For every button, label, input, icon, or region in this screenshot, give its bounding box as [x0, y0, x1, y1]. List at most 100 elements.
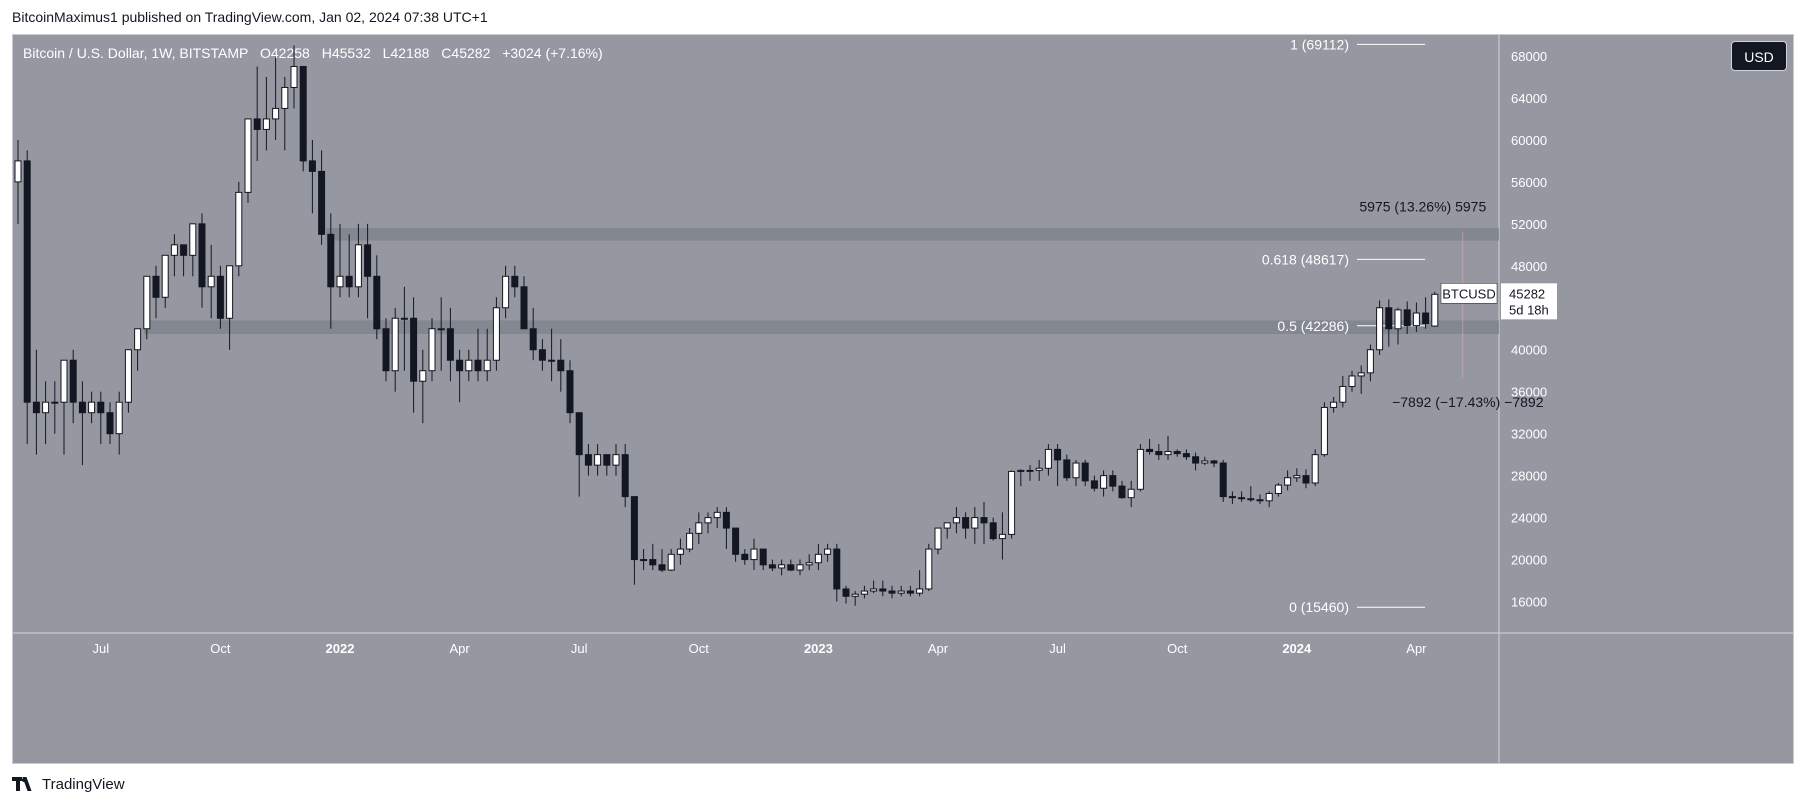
- y-tick-label-4: 32000: [1511, 427, 1547, 442]
- candle-40: [382, 318, 390, 382]
- candle-26: [253, 66, 261, 161]
- candle-body: [824, 548, 832, 555]
- fib-label-3: 0 (15460): [1289, 599, 1349, 615]
- candle-body: [51, 401, 59, 404]
- candle-90: [842, 585, 850, 604]
- candle-body: [630, 496, 638, 561]
- candle-body: [419, 370, 427, 382]
- candle-123: [1146, 438, 1154, 455]
- candle-137: [1274, 482, 1282, 497]
- candle-body: [272, 107, 280, 120]
- candle-143: [1330, 396, 1338, 413]
- candle-18: [180, 244, 188, 277]
- candle-154: [1431, 291, 1439, 327]
- candle-30: [290, 45, 298, 109]
- y-tick-label-11: 60000: [1511, 133, 1547, 148]
- candle-38: [364, 223, 372, 319]
- candlestick-chart[interactable]: 1 (69112) 0.618 (48617) 0.5 (42286) 0 (1546…: [13, 35, 1793, 763]
- candle-body: [143, 275, 151, 330]
- price-tag-box: [1501, 283, 1557, 320]
- candle-57: [538, 339, 546, 371]
- candle-body: [1118, 485, 1126, 499]
- candle-body: [750, 548, 758, 561]
- candle-8: [88, 391, 96, 424]
- candle-69: [649, 543, 657, 571]
- candle-66: [621, 444, 629, 508]
- candle-body: [1403, 309, 1411, 327]
- candle-81: [759, 548, 767, 571]
- candle-body: [943, 522, 951, 529]
- candle-body: [962, 517, 970, 529]
- candle-body: [833, 548, 841, 590]
- candle-3: [42, 381, 50, 445]
- candle-102: [952, 507, 960, 534]
- candle-114: [1063, 454, 1071, 481]
- candle-113: [1054, 444, 1062, 487]
- candle-53: [502, 265, 510, 319]
- candle-body: [1210, 460, 1218, 464]
- candle-body: [216, 275, 224, 319]
- fib-label-1: 0.618 (48617): [1262, 251, 1349, 267]
- candle-135: [1256, 494, 1264, 504]
- y-tick-label-2: 24000: [1511, 511, 1547, 526]
- candle-body: [456, 359, 464, 372]
- candle-body: [796, 564, 804, 571]
- candle-body: [180, 244, 188, 256]
- candle-136: [1265, 491, 1273, 508]
- candle-68: [640, 549, 648, 571]
- candle-body: [106, 412, 114, 435]
- candle-1: [23, 150, 31, 445]
- candle-63: [594, 444, 602, 476]
- candle-88: [824, 543, 832, 562]
- candle-body: [704, 517, 712, 524]
- candle-body: [437, 328, 445, 331]
- candle-110: [1026, 465, 1034, 481]
- candle-body: [906, 590, 914, 594]
- candle-body: [124, 349, 132, 403]
- candle-71: [667, 549, 675, 572]
- candle-32: [308, 139, 316, 214]
- candle-126: [1173, 449, 1181, 457]
- candle-body: [1247, 498, 1255, 501]
- candle-25: [244, 118, 252, 203]
- candle-46: [437, 297, 445, 371]
- candle-body: [584, 454, 592, 466]
- candle-21: [207, 244, 215, 319]
- candle-28: [272, 55, 280, 140]
- candle-body: [1081, 462, 1089, 482]
- candle-99: [925, 543, 933, 592]
- candle-41: [391, 307, 399, 392]
- candle-147: [1366, 344, 1374, 382]
- currency-button[interactable]: USD: [1731, 41, 1787, 71]
- candle-body: [658, 564, 666, 571]
- candle-body: [1136, 448, 1144, 490]
- candle-31: [299, 65, 307, 172]
- candle-77: [722, 507, 730, 550]
- candle-body: [88, 401, 96, 414]
- price-tag-symbol-text: BTCUSD: [1442, 286, 1495, 301]
- candle-129: [1201, 456, 1209, 466]
- candle-body: [1054, 448, 1062, 461]
- candle-body: [1109, 475, 1117, 487]
- candle-56: [529, 307, 537, 361]
- candle-84: [787, 559, 795, 572]
- chart-frame[interactable]: 1 (69112) 0.618 (48617) 0.5 (42286) 0 (1546…: [12, 34, 1794, 764]
- candle-body: [842, 588, 850, 597]
- candle-body: [860, 590, 868, 595]
- candle-body: [1228, 496, 1236, 499]
- candle-body: [373, 275, 381, 330]
- candle-52: [492, 297, 500, 371]
- candle-body: [446, 328, 454, 361]
- candle-134: [1247, 486, 1255, 502]
- candle-body: [465, 359, 473, 372]
- candle-34: [327, 213, 335, 329]
- candle-body: [1063, 459, 1071, 479]
- candle-85: [796, 559, 804, 576]
- candle-2: [32, 349, 40, 455]
- candle-39: [373, 255, 381, 340]
- measure-label-up: 5975 (13.26%) 5975: [1359, 199, 1486, 215]
- candle-body: [1357, 372, 1365, 377]
- candle-body: [1394, 309, 1402, 330]
- candle-153: [1422, 297, 1430, 329]
- candle-body: [14, 160, 22, 183]
